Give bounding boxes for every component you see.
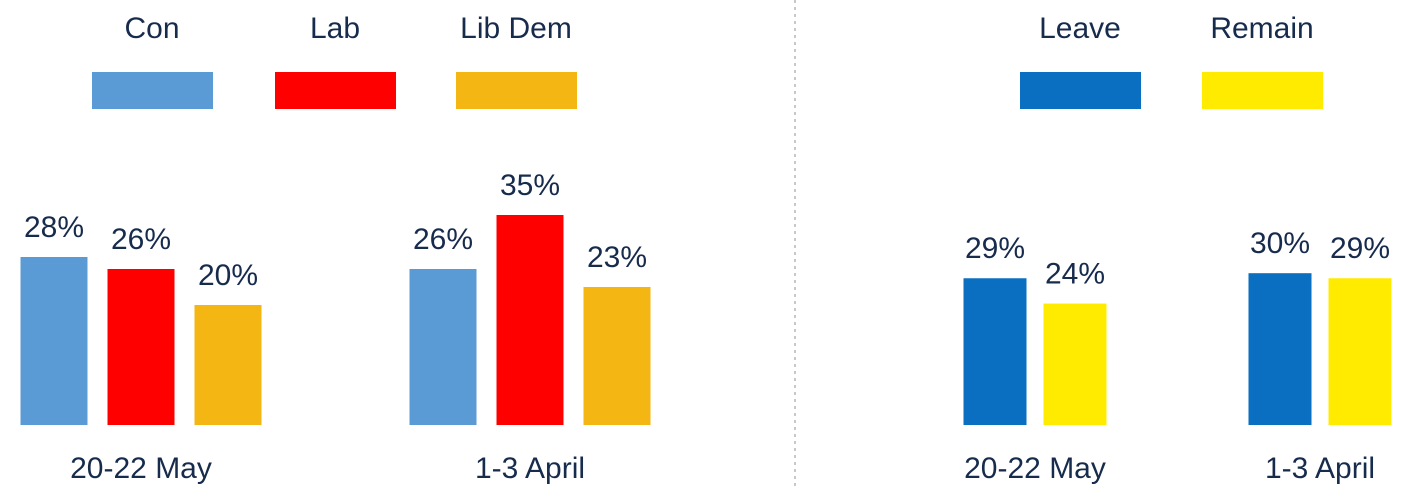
x-tick-label: 20-22 May: [70, 452, 212, 485]
bar: [963, 278, 1027, 425]
legend-swatch: [1020, 72, 1141, 109]
bar: [1328, 278, 1392, 425]
value-label: 29%: [965, 232, 1025, 265]
legend-swatch: [456, 72, 577, 109]
x-tick-label: 20-22 May: [964, 452, 1106, 485]
value-label: 30%: [1250, 227, 1310, 260]
bar: [1248, 273, 1312, 425]
bar: [583, 287, 651, 425]
bar: [20, 257, 88, 425]
legend-label: Leave: [1039, 12, 1121, 45]
bar: [409, 269, 477, 425]
value-label: 20%: [198, 259, 258, 292]
x-tick-label: 1-3 April: [475, 452, 585, 485]
x-tick-label: 1-3 April: [1265, 452, 1375, 485]
bar: [107, 269, 175, 425]
legend-label: Lab: [310, 12, 360, 45]
legend-label: Con: [124, 12, 179, 45]
legend-label: Remain: [1210, 12, 1313, 45]
value-label: 35%: [500, 169, 560, 202]
bar: [496, 215, 564, 425]
value-label: 23%: [587, 241, 647, 274]
legend-swatch: [1202, 72, 1323, 109]
value-label: 28%: [24, 211, 84, 244]
legend-label: Lib Dem: [460, 12, 572, 45]
legend-swatch: [275, 72, 396, 109]
value-label: 24%: [1045, 257, 1105, 290]
bar: [194, 305, 262, 425]
value-label: 29%: [1330, 232, 1390, 265]
legend-swatch: [92, 72, 213, 109]
bar: [1043, 303, 1107, 425]
value-label: 26%: [413, 223, 473, 256]
value-label: 26%: [111, 223, 171, 256]
